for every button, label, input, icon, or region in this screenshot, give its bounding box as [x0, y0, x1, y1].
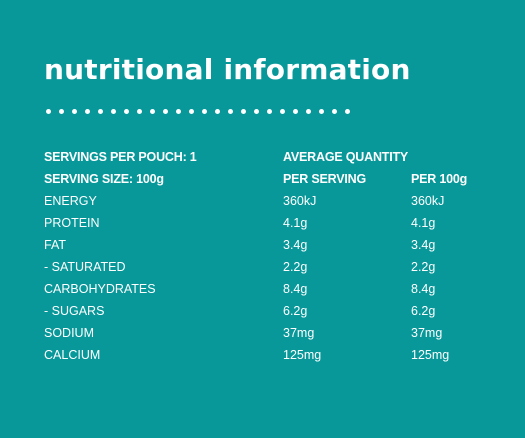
table-row: CARBOHYDRATES 8.4g 8.4g	[44, 278, 474, 300]
divider-dot	[163, 109, 168, 114]
table-row: - SATURATED 2.2g 2.2g	[44, 256, 474, 278]
nutrient-name: ENERGY	[44, 194, 97, 208]
nutrient-name: PROTEIN	[44, 216, 100, 230]
nutrient-name: CALCIUM	[44, 348, 101, 362]
divider-dot	[189, 109, 194, 114]
per-serving-value: 8.4g	[283, 282, 308, 296]
divider-dot	[319, 109, 324, 114]
nutrient-name: SODIUM	[44, 326, 94, 340]
table-header-row: SERVINGS PER POUCH: 1 AVERAGE QUANTITY	[44, 146, 474, 168]
per-serving-value: 2.2g	[283, 260, 308, 274]
per-serving-value: 37mg	[283, 326, 315, 340]
per-100g-value: 360kJ	[411, 194, 445, 208]
divider-dot	[46, 109, 51, 114]
average-quantity-heading: AVERAGE QUANTITY	[283, 150, 409, 164]
per-serving-value: 3.4g	[283, 238, 308, 252]
nutrient-name: - SUGARS	[44, 304, 105, 318]
table-row: PROTEIN 4.1g 4.1g	[44, 212, 474, 234]
per-serving-value: 6.2g	[283, 304, 308, 318]
divider-dot	[111, 109, 116, 114]
table-header-row: SERVING SIZE: 100g PER SERVING PER 100g	[44, 168, 474, 190]
divider-dot	[85, 109, 90, 114]
per-100g-heading: PER 100g	[411, 172, 468, 186]
per-100g-value: 3.4g	[411, 238, 436, 252]
per-100g-value: 125mg	[411, 348, 450, 362]
divider-dot	[124, 109, 129, 114]
divider-dot	[254, 109, 259, 114]
per-100g-value: 2.2g	[411, 260, 436, 274]
serving-size: SERVING SIZE: 100g	[44, 172, 164, 186]
divider-dot	[306, 109, 311, 114]
divider-dot	[72, 109, 77, 114]
table-row: CALCIUM 125mg 125mg	[44, 344, 474, 366]
per-serving-value: 4.1g	[283, 216, 308, 230]
per-serving-value: 360kJ	[283, 194, 317, 208]
divider-dot	[293, 109, 298, 114]
divider-dot	[176, 109, 181, 114]
nutrient-name: - SATURATED	[44, 260, 126, 274]
per-serving-heading: PER SERVING	[283, 172, 367, 186]
nutrition-table: SERVINGS PER POUCH: 1 AVERAGE QUANTITY S…	[44, 146, 474, 366]
nutrient-name: FAT	[44, 238, 66, 252]
divider-dot	[202, 109, 207, 114]
per-serving-value: 125mg	[283, 348, 322, 362]
divider-dot	[137, 109, 142, 114]
divider-dot	[215, 109, 220, 114]
divider-dot	[228, 109, 233, 114]
table-row: FAT 3.4g 3.4g	[44, 234, 474, 256]
per-100g-value: 6.2g	[411, 304, 436, 318]
table-row: ENERGY 360kJ 360kJ	[44, 190, 474, 212]
dotted-divider	[46, 109, 350, 115]
table-row: SODIUM 37mg 37mg	[44, 322, 474, 344]
divider-dot	[98, 109, 103, 114]
page-title: nutritional information	[44, 53, 411, 86]
divider-dot	[241, 109, 246, 114]
per-100g-value: 8.4g	[411, 282, 436, 296]
table-row: - SUGARS 6.2g 6.2g	[44, 300, 474, 322]
nutrient-name: CARBOHYDRATES	[44, 282, 156, 296]
divider-dot	[332, 109, 337, 114]
divider-dot	[345, 109, 350, 114]
per-100g-value: 4.1g	[411, 216, 436, 230]
divider-dot	[59, 109, 64, 114]
divider-dot	[267, 109, 272, 114]
divider-dot	[150, 109, 155, 114]
divider-dot	[280, 109, 285, 114]
per-100g-value: 37mg	[411, 326, 443, 340]
servings-per-pouch: SERVINGS PER POUCH: 1	[44, 150, 197, 164]
